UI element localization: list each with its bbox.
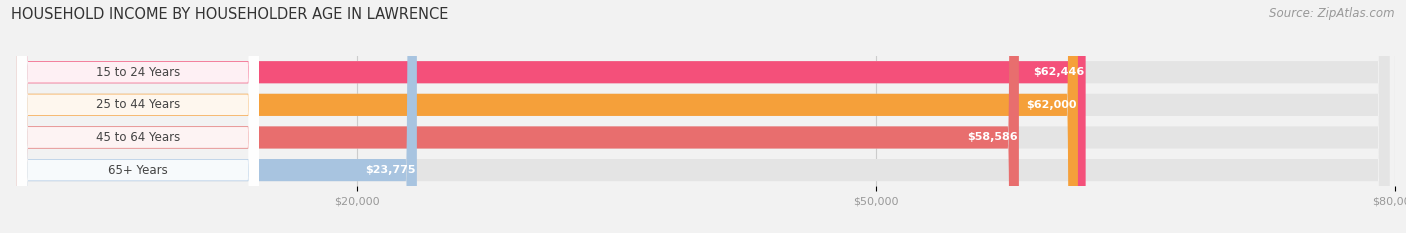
- FancyBboxPatch shape: [17, 0, 1389, 233]
- Text: Source: ZipAtlas.com: Source: ZipAtlas.com: [1270, 7, 1395, 20]
- FancyBboxPatch shape: [17, 0, 1019, 233]
- Text: HOUSEHOLD INCOME BY HOUSEHOLDER AGE IN LAWRENCE: HOUSEHOLD INCOME BY HOUSEHOLDER AGE IN L…: [11, 7, 449, 22]
- FancyBboxPatch shape: [17, 0, 1389, 233]
- FancyBboxPatch shape: [17, 0, 259, 233]
- FancyBboxPatch shape: [17, 0, 259, 233]
- FancyBboxPatch shape: [17, 0, 416, 233]
- FancyBboxPatch shape: [17, 0, 1389, 233]
- FancyBboxPatch shape: [17, 0, 259, 233]
- FancyBboxPatch shape: [17, 0, 259, 233]
- FancyBboxPatch shape: [17, 0, 1078, 233]
- Text: $62,000: $62,000: [1026, 100, 1077, 110]
- FancyBboxPatch shape: [17, 0, 1389, 233]
- Text: 25 to 44 Years: 25 to 44 Years: [96, 98, 180, 111]
- Text: $23,775: $23,775: [366, 165, 416, 175]
- Text: $62,446: $62,446: [1033, 67, 1084, 77]
- Text: $58,586: $58,586: [967, 133, 1018, 142]
- Text: 65+ Years: 65+ Years: [108, 164, 167, 177]
- FancyBboxPatch shape: [17, 0, 1085, 233]
- Text: 45 to 64 Years: 45 to 64 Years: [96, 131, 180, 144]
- Text: 15 to 24 Years: 15 to 24 Years: [96, 66, 180, 79]
